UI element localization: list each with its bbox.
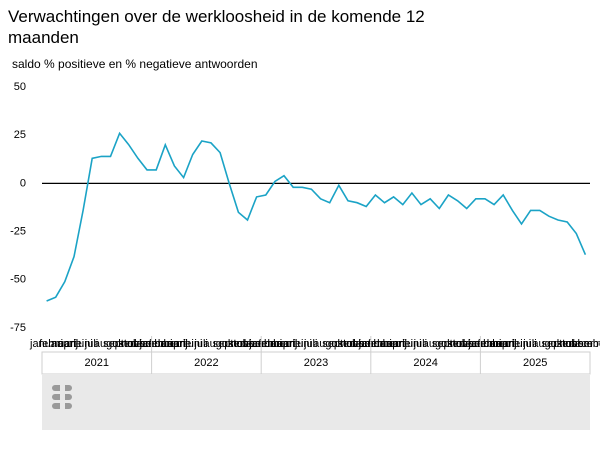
x-tick-label: april (496, 338, 517, 350)
x-tick-label: februari (368, 338, 405, 350)
y-tick-label: 0 (20, 177, 26, 189)
x-tick-label: november (231, 338, 280, 350)
x-tick-label: oktober (331, 338, 368, 350)
x-tick-label: augustus (94, 338, 139, 350)
x-tick-label: juli (84, 338, 98, 350)
x-tick-label: januari (248, 338, 282, 350)
x-tick-label: oktober (551, 338, 588, 350)
year-label: 2025 (523, 357, 547, 369)
x-tick-label: maart (267, 338, 295, 350)
x-tick-label: december (240, 338, 289, 350)
x-tick-label: februari (39, 338, 76, 350)
chart-title: Verwachtingen over de werkloosheid in de… (8, 7, 425, 47)
x-tick-label: december (569, 338, 600, 350)
x-tick-label: mei (67, 338, 85, 350)
x-tick-label: april (277, 338, 298, 350)
y-tick-label: 25 (14, 129, 26, 141)
x-tick-label: september (541, 338, 593, 350)
x-tick-label: juli (193, 338, 207, 350)
x-tick-label: november (450, 338, 499, 350)
y-tick-label: -75 (10, 322, 26, 334)
x-tick-label: juli (522, 338, 536, 350)
logo (52, 383, 72, 411)
x-tick-label: november (121, 338, 170, 350)
x-tick-label: april (167, 338, 188, 350)
x-tick-label: maart (48, 338, 76, 350)
x-tick-label: mei (395, 338, 413, 350)
x-tick-label: augustus (423, 338, 468, 350)
chart-subtitle: saldo % positieve en % negatieve antwoor… (12, 57, 258, 71)
x-tick-label: april (386, 338, 407, 350)
x-tick-label: juli (303, 338, 317, 350)
x-tick-label: juni (184, 338, 202, 350)
x-tick-label: september (322, 338, 374, 350)
x-tick-label: juni (513, 338, 531, 350)
year-label: 2021 (85, 357, 109, 369)
x-tick-label: mei (286, 338, 304, 350)
x-tick-label: maart (487, 338, 515, 350)
x-tick-label: maart (377, 338, 405, 350)
x-tick-label: februari (258, 338, 295, 350)
x-tick-label: augustus (204, 338, 249, 350)
footer-band (42, 374, 590, 430)
x-tick-label: juni (75, 338, 93, 350)
y-tick-label: -50 (10, 274, 26, 286)
year-label: 2023 (304, 357, 328, 369)
x-tick-label: januari (139, 338, 173, 350)
x-tick-label: oktober (441, 338, 478, 350)
x-tick-label: december (350, 338, 399, 350)
x-tick-label: augustus (313, 338, 358, 350)
x-tick-label: augustus (532, 338, 577, 350)
x-tick-label: mei (505, 338, 523, 350)
x-tick-label: juni (403, 338, 421, 350)
x-tick-label: januari (467, 338, 501, 350)
x-tick-label: december (130, 338, 179, 350)
x-tick-label: mei (176, 338, 194, 350)
x-tick-label: december (459, 338, 508, 350)
x-tick-label: juli (413, 338, 427, 350)
x-tick-label: januari (29, 338, 63, 350)
year-label: 2022 (194, 357, 218, 369)
x-tick-label: oktober (112, 338, 149, 350)
x-tick-label: maart (158, 338, 186, 350)
data-line (46, 131, 587, 302)
x-tick-label: januari (358, 338, 392, 350)
year-label: 2024 (413, 357, 437, 369)
x-tick-label: september (103, 338, 155, 350)
x-tick-label: oktober (222, 338, 259, 350)
x-tick-label: september (213, 338, 265, 350)
x-tick-label: november (560, 338, 600, 350)
x-tick-label: juni (294, 338, 312, 350)
x-tick-label: september (432, 338, 484, 350)
x-tick-label: februari (478, 338, 515, 350)
x-tick-label: april (57, 338, 78, 350)
x-tick-label: februari (149, 338, 186, 350)
y-tick-label: -25 (10, 226, 26, 238)
x-tick-label: november (341, 338, 390, 350)
y-tick-label: 50 (14, 81, 26, 93)
